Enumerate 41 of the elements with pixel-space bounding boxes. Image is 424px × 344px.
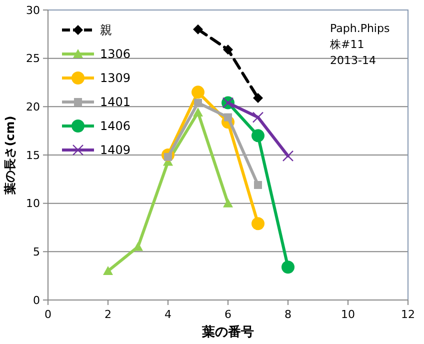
point — [282, 150, 294, 162]
annotation: 株#11 — [329, 38, 364, 51]
x-tick-label: 10 — [341, 308, 355, 321]
point — [223, 44, 233, 55]
y-tick-label: 0 — [33, 294, 40, 307]
point — [253, 92, 263, 103]
point — [193, 24, 203, 34]
x-axis-title: 葉の番号 — [201, 324, 254, 340]
x-tick-label: 4 — [164, 308, 172, 321]
point — [192, 86, 204, 99]
x-tick-label: 0 — [44, 308, 52, 321]
point — [282, 260, 294, 274]
annotation: 2013-14 — [330, 54, 376, 67]
x-tick-label: 2 — [104, 308, 112, 321]
legend-label: 1309 — [100, 71, 131, 86]
legend-label: 1406 — [100, 119, 131, 134]
point — [252, 217, 264, 230]
x-tick-label: 6 — [224, 308, 232, 321]
legend-label: 1306 — [100, 47, 131, 62]
y-tick-label: 15 — [26, 148, 40, 162]
point — [103, 266, 113, 275]
point — [252, 129, 264, 142]
point — [133, 242, 143, 251]
point — [224, 113, 232, 122]
y-tick-label: 5 — [33, 246, 40, 259]
y-tick-label: 30 — [26, 4, 40, 17]
point — [254, 180, 262, 189]
y-tick-label: 10 — [26, 197, 40, 210]
point — [223, 198, 233, 208]
x-tick-label: 12 — [401, 308, 415, 321]
legend-label: 親 — [100, 23, 112, 38]
legend-label: 1401 — [100, 95, 131, 110]
annotation: Paph.Phips — [330, 22, 390, 35]
point — [194, 98, 202, 107]
y-axis-title: 葉の長さ(cm) — [3, 116, 17, 196]
point — [252, 112, 264, 123]
y-tick-label: 20 — [26, 100, 40, 114]
y-tick-label: 25 — [26, 52, 40, 66]
x-tick-label: 8 — [284, 308, 292, 321]
legend-label: 1409 — [100, 143, 131, 158]
point — [193, 107, 203, 116]
